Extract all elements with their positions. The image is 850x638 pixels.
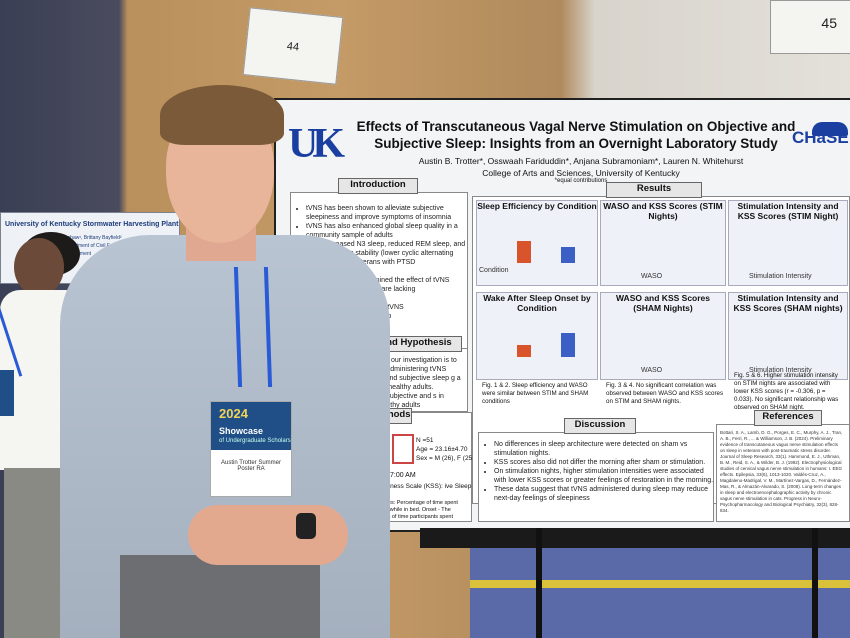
panel-title: WASO and KSS Scores (STIM Nights): [603, 201, 723, 221]
introduction-header: Introduction: [338, 178, 418, 194]
results-panel-sleep-efficiency: Sleep Efficiency by Condition Condition: [476, 200, 598, 286]
bar-sham: [517, 241, 531, 263]
sign-number-right: 45: [821, 15, 837, 31]
results-panel-waso-stim: WASO and KSS Scores (STIM Nights) WASO: [600, 200, 726, 286]
chase-cloud-icon: [812, 122, 848, 136]
sign-number: 44: [286, 40, 300, 54]
badge-name: Austin Trotter Summer Poster RA: [220, 460, 282, 472]
caption-fig5-6: Fig. 5 & 6. Higher stimulation intensity…: [734, 372, 839, 411]
clipboard-icon: [392, 434, 414, 464]
bar-stim: [561, 333, 575, 357]
panel-title: Stimulation Intensity and KSS Scores (SH…: [733, 293, 843, 313]
results-panel-intensity-stim: Stimulation Intensity and KSS Scores (ST…: [728, 200, 848, 286]
discussion-bullet: KSS scores also did not differ the morni…: [494, 458, 716, 467]
poster-title: Effects of Transcutaneous Vagal Nerve St…: [356, 119, 796, 151]
badge-header: [211, 402, 291, 450]
bar-stim: [561, 247, 575, 263]
discussion-header: Discussion: [564, 418, 636, 434]
neighbor-poster-title: University of Kentucky Stormwater Harves…: [5, 221, 179, 228]
carpet-floor: [470, 540, 850, 638]
methods-notes: Features: Percentage of time spent aslee…: [372, 500, 458, 520]
easel-leg: [812, 528, 818, 638]
poster-authors: Austin B. Trotter*, Osswaah Fariduddin*,…: [418, 156, 744, 166]
uk-logo: UK: [288, 121, 345, 167]
panel-title: Sleep Efficiency by Condition: [477, 201, 597, 211]
discussion-bullet: On stimulation nights, higher stimulatio…: [494, 467, 716, 485]
references-text: Bottari, S. A., Lamb, D. G., Porges, E. …: [720, 430, 843, 513]
bar-sham: [517, 345, 531, 357]
results-panel-waso-sham: WASO and KSS Scores (SHAM Nights) WASO: [600, 292, 726, 380]
panel-xlabel: Stimulation Intensity: [749, 273, 812, 280]
presenter-pants: [120, 555, 320, 638]
easel-leg: [536, 528, 542, 638]
stat-sex: Sex = M (26), F (25): [416, 455, 475, 462]
kss-label: Sleepiness Scale (KSS): ive Sleep Featur…: [372, 483, 496, 490]
woman-head: [14, 238, 64, 296]
presenter-hands: [188, 505, 348, 565]
panel-xlabel: Stimulation Intensity: [749, 367, 812, 374]
discussion-bullet: These data suggest that tVNS administere…: [494, 485, 716, 503]
results-panel-intensity-sham: Stimulation Intensity and KSS Scores (SH…: [728, 292, 848, 380]
poster-affiliation-note: *equal contributions: [554, 178, 608, 184]
caption-fig1-2: Fig. 1 & 2. Sleep efficiency and WASO we…: [482, 382, 589, 405]
presenter: 2024 Showcase of Undergraduate Scholars …: [60, 85, 390, 638]
panel-title: WASO and KSS Scores (SHAM Nights): [616, 293, 710, 313]
participant-stats: N =51 Age = 23.16±4.70 Sex = M (26), F (…: [416, 436, 474, 463]
stat-n: N =51: [416, 437, 434, 444]
name-badge: 2024 Showcase of Undergraduate Scholars …: [210, 401, 292, 497]
poster-number-sign-right: 45: [770, 0, 850, 54]
discussion-section: [478, 432, 714, 522]
neighbor-poster-line: Kentucky Department of Civil Engineering: [41, 243, 134, 249]
badge-year: 2024: [219, 406, 248, 421]
references-section: [716, 424, 850, 522]
neighbor-poster-line: Lindell Grimshaw¹, Brittany Bayfield²: [41, 235, 122, 241]
presenter-lanyard: [233, 267, 273, 387]
panel-xlabel: WASO: [641, 273, 663, 280]
woman-badge: [0, 370, 14, 416]
panel-xlabel: Condition: [479, 267, 509, 274]
intro-bullet: tVNS has been shown to alleviate subject…: [306, 204, 466, 222]
chase-logo: CHaSE: [792, 128, 849, 147]
results-header: Results: [606, 182, 702, 198]
caption-fig3-4: Fig. 3 & 4. No significant correlation w…: [606, 382, 724, 405]
results-panel-waso-condition: Wake After Sleep Onset by Condition: [476, 292, 598, 380]
poster-number-sign: 44: [242, 7, 344, 85]
panel-xlabel: WASO: [641, 367, 663, 374]
references-header: References: [754, 410, 822, 426]
watch-icon: [296, 513, 316, 539]
discussion-bullet: No differences in sleep architecture wer…: [494, 440, 716, 458]
presenter-hair: [160, 85, 284, 145]
badge-subtitle: of Undergraduate Scholars: [219, 438, 291, 444]
panel-title: Stimulation Intensity and KSS Scores (ST…: [737, 201, 839, 221]
badge-event: Showcase: [219, 426, 264, 436]
wake-time: 7:00 AM: [390, 472, 416, 479]
poster-affiliation: College of Arts and Sciences, University…: [482, 168, 680, 178]
panel-title: Wake After Sleep Onset by Condition: [483, 293, 591, 313]
discussion-list: No differences in sleep architecture wer…: [486, 440, 716, 503]
intro-bullet: tVNS has also enhanced global sleep qual…: [306, 222, 466, 240]
stat-age: Age = 23.16±4.70: [416, 446, 468, 453]
easel-bar: [420, 528, 850, 548]
